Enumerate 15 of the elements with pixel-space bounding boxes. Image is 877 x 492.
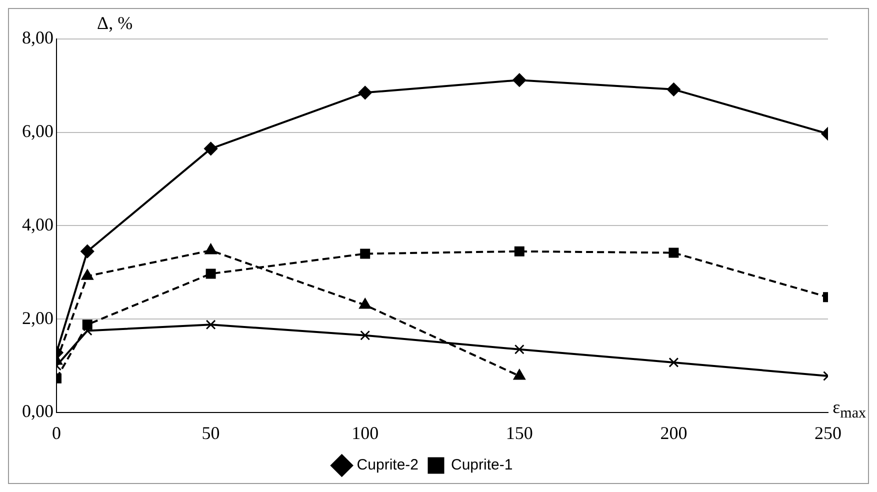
x-tick-label: 150 <box>506 422 533 443</box>
x-tick-label: 50 <box>202 422 220 443</box>
y-tick-label: 0,00 <box>22 401 54 422</box>
y-tick-label: 2,00 <box>22 308 54 328</box>
x-tick-label: 250 <box>814 422 842 443</box>
y-tick-label: 8,00 <box>22 28 54 48</box>
x-tick-label: 200 <box>660 422 688 443</box>
legend-label: Cuprite-2 <box>356 456 419 474</box>
x-tick-label: 0 <box>52 422 61 443</box>
y-tick-label: 6,00 <box>22 121 54 142</box>
y-tick-label: 4,00 <box>22 214 54 234</box>
legend-label: Cuprite-1 <box>451 456 513 474</box>
x-tick-label: 100 <box>352 422 379 443</box>
y-axis-title: Δ, % <box>97 13 133 34</box>
x-axis-title: ε$_{max}$ <box>832 397 866 423</box>
